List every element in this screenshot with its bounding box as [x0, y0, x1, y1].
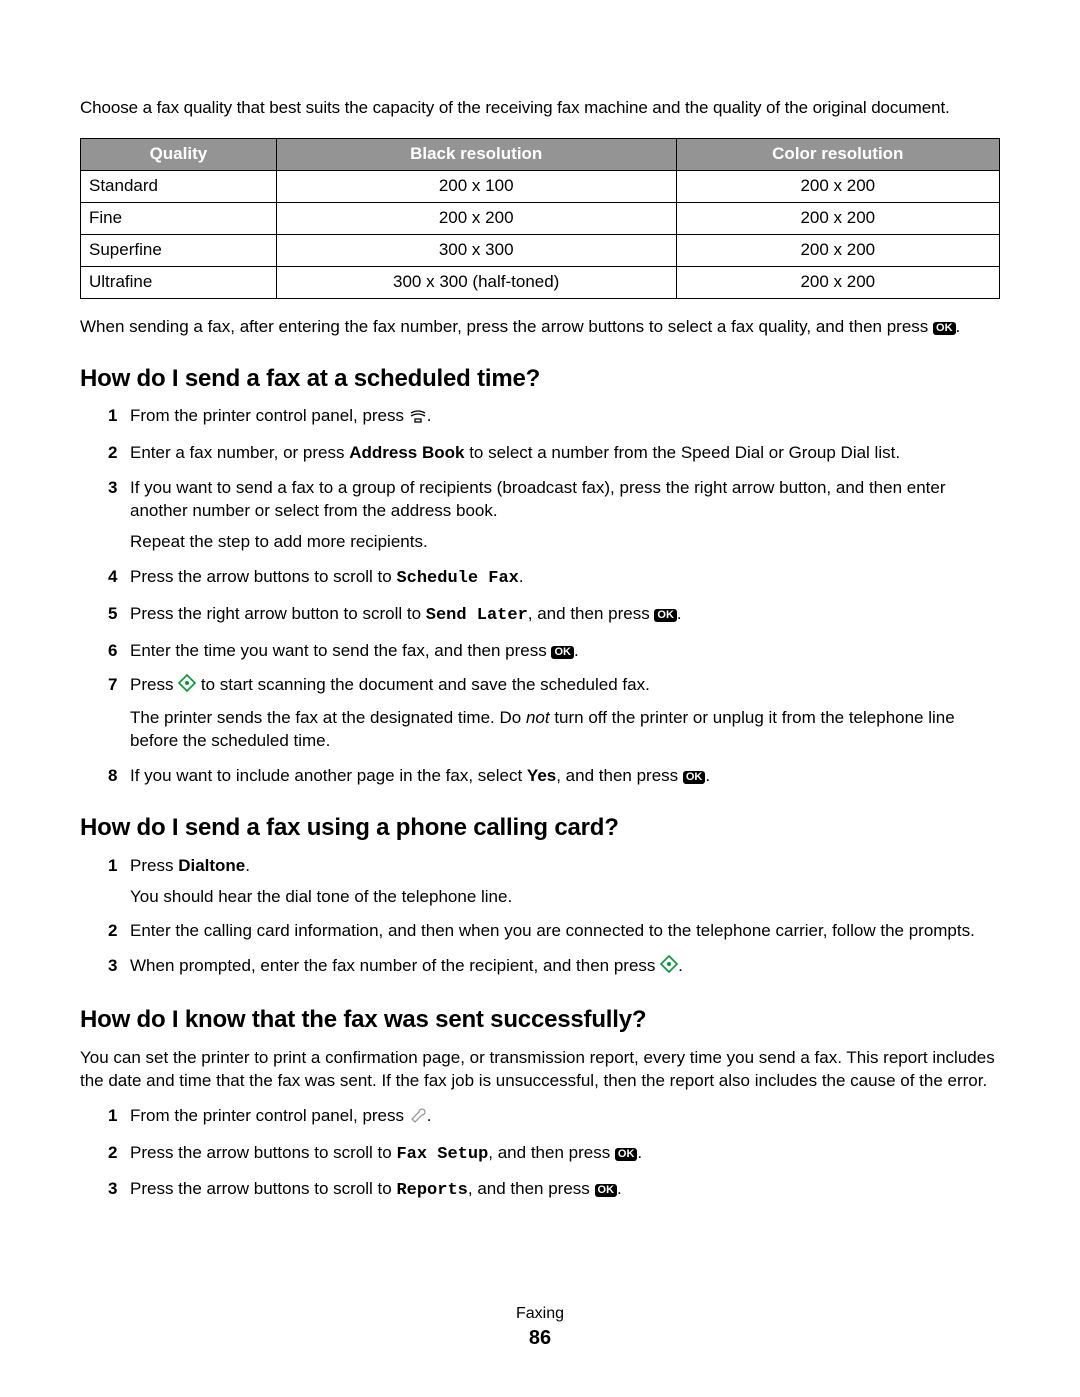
post-table-text: When sending a fax, after entering the f…	[80, 316, 1000, 339]
intro-text: Choose a fax quality that best suits the…	[80, 97, 1000, 120]
ok-icon: OK	[933, 322, 956, 335]
table-row: Standard200 x 100200 x 200	[81, 170, 1000, 202]
ok-icon: OK	[615, 1148, 638, 1161]
heading-calling-card: How do I send a fax using a phone callin…	[80, 812, 1000, 844]
th-color: Color resolution	[676, 138, 999, 170]
start-diamond-icon	[660, 955, 678, 980]
page-footer: Faxing 86	[80, 1303, 1000, 1352]
heading-fax-success: How do I know that the fax was sent succ…	[80, 1004, 1000, 1036]
ok-icon: OK	[654, 609, 677, 622]
wrench-icon	[409, 1105, 427, 1130]
start-diamond-icon	[178, 674, 196, 699]
ok-icon: OK	[595, 1184, 618, 1197]
ok-icon: OK	[551, 646, 574, 659]
steps-fax-success: 1 From the printer control panel, press …	[108, 1105, 1000, 1204]
table-row: Superfine300 x 300200 x 200	[81, 234, 1000, 266]
section3-body: You can set the printer to print a confi…	[80, 1047, 1000, 1093]
th-quality: Quality	[81, 138, 277, 170]
fax-icon	[409, 407, 427, 430]
table-row: Ultrafine300 x 300 (half-toned)200 x 200	[81, 266, 1000, 298]
steps-calling-card: 1 Press Dialtone. You should hear the di…	[108, 855, 1000, 981]
th-black: Black resolution	[276, 138, 676, 170]
steps-scheduled: 1 From the printer control panel, press …	[108, 405, 1000, 788]
ok-icon: OK	[683, 771, 706, 784]
heading-scheduled-fax: How do I send a fax at a scheduled time?	[80, 363, 1000, 395]
table-row: Fine200 x 200200 x 200	[81, 202, 1000, 234]
resolution-table: Quality Black resolution Color resolutio…	[80, 138, 1000, 299]
